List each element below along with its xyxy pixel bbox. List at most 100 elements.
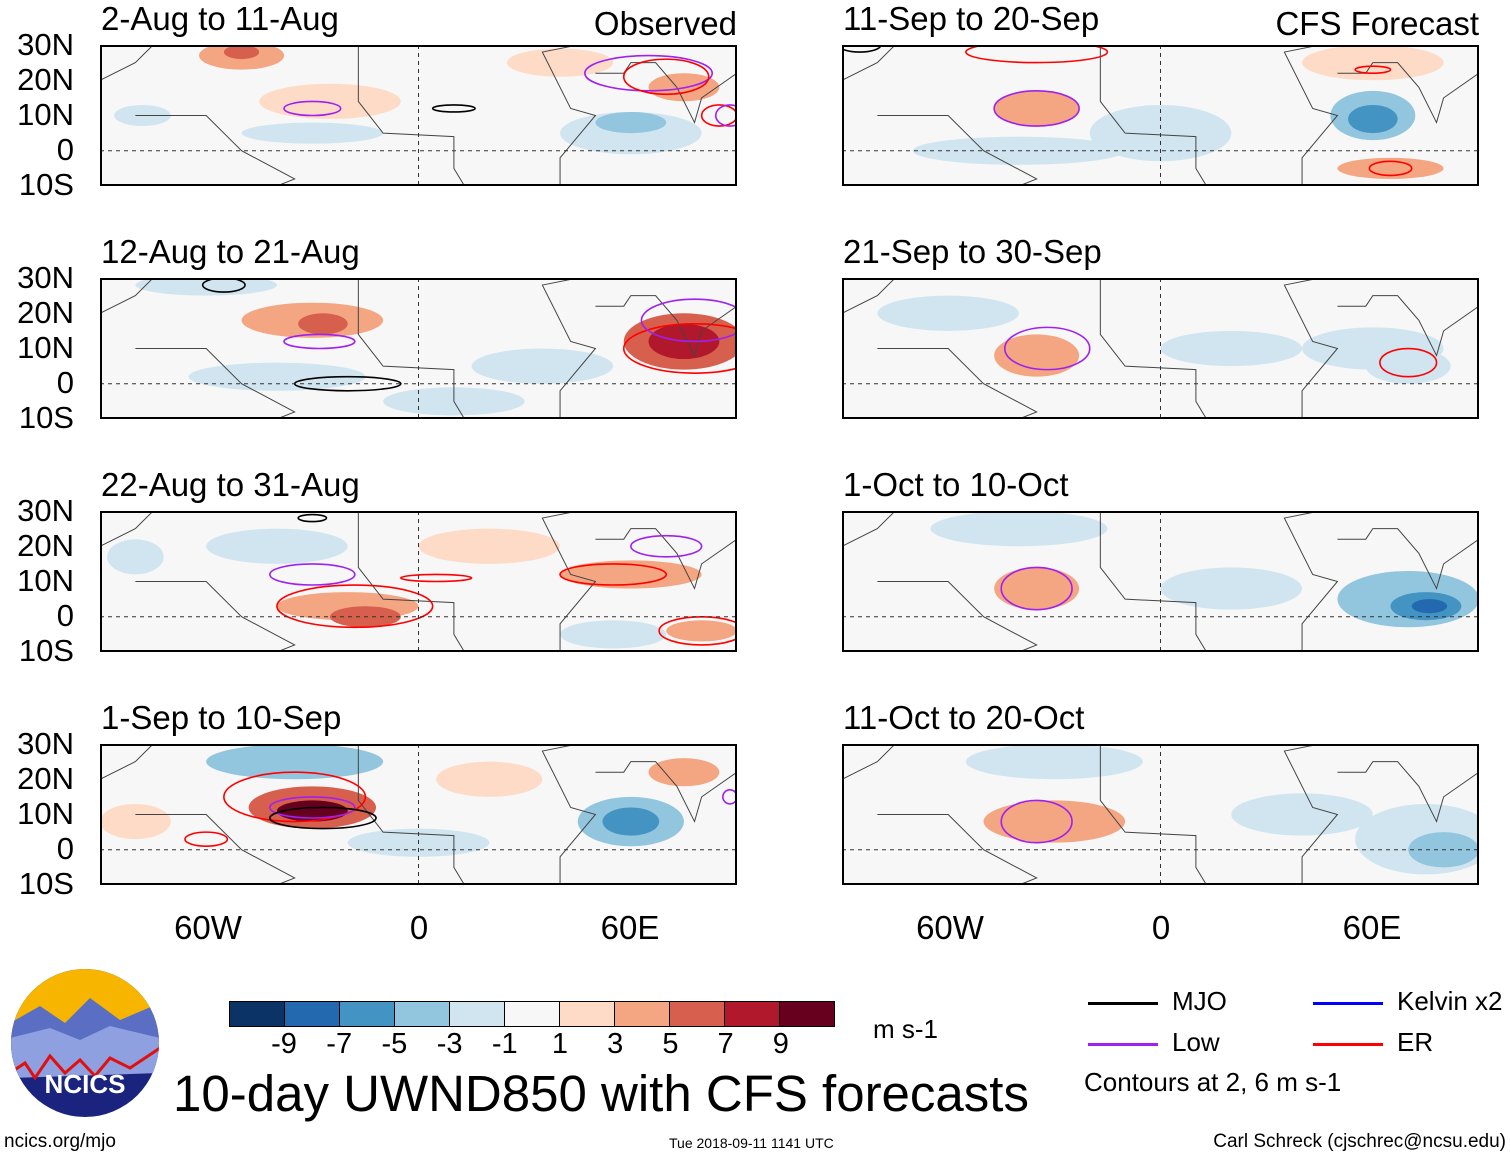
er-contour — [184, 831, 229, 848]
wind-anomaly-region — [602, 807, 660, 836]
logo-text: NCICS — [45, 1069, 126, 1099]
er-contour — [276, 584, 434, 629]
lon-tick-label: 0 — [1151, 909, 1171, 946]
coastline — [100, 511, 154, 547]
map-panel — [842, 744, 1479, 885]
panel-title: 11-Oct to 20-Oct — [843, 699, 1085, 736]
wind-anomaly-region — [666, 620, 737, 642]
panel-title: 12-Aug to 21-Aug — [101, 233, 360, 270]
lat-tick-label: 20N — [17, 761, 74, 796]
low-contour — [283, 333, 356, 350]
timestamp: Tue 2018-09-11 1141 UTC — [669, 1135, 834, 1151]
coastline — [1099, 744, 1207, 885]
colorbar-tick-label: 1 — [551, 1028, 569, 1060]
lat-tick-label: 0 — [56, 831, 74, 866]
lon-tick-label: 0 — [409, 909, 429, 946]
colorbar-tick-label: -1 — [491, 1028, 518, 1060]
lat-tick-label: 0 — [56, 132, 74, 167]
wind-anomaly-region — [1411, 599, 1448, 614]
mjo-contour — [297, 513, 328, 523]
wind-anomaly-region — [276, 800, 348, 822]
colorbar-swatch — [395, 1002, 450, 1026]
legend-swatch-er — [1313, 1043, 1383, 1046]
wind-anomaly-region — [241, 122, 384, 144]
wind-anomaly-region — [1231, 793, 1373, 836]
colorbar-tick-label: 9 — [772, 1028, 789, 1060]
colorbar-tick-label: 3 — [607, 1028, 624, 1060]
wind-anomaly-region — [436, 761, 543, 797]
site-link[interactable]: ncics.org/mjo — [4, 1131, 116, 1152]
colorbar-tick-label: 7 — [717, 1028, 734, 1060]
mjo-contour — [842, 45, 882, 53]
coastline — [842, 744, 896, 780]
lat-tick-label: 10S — [18, 400, 74, 435]
low-contour — [1000, 566, 1073, 611]
forecast-label: CFS Forecast — [1275, 5, 1479, 42]
coastline — [135, 115, 296, 186]
colorbar-swatch — [670, 1002, 725, 1026]
lat-tick-label: 10N — [17, 796, 74, 831]
coastline — [1283, 511, 1339, 652]
low-contour — [1003, 326, 1091, 371]
panel-title: 21-Sep to 30-Sep — [843, 233, 1102, 270]
colorbar-swatch — [230, 1002, 285, 1026]
colorbar-tick-label: -9 — [271, 1028, 297, 1060]
lat-tick-label: 10S — [18, 866, 74, 901]
observed-label: Observed — [593, 5, 737, 42]
coastline — [595, 761, 737, 823]
coastline — [1283, 278, 1339, 419]
low-contour — [722, 789, 737, 805]
legend-label: Kelvin x2 — [1397, 986, 1503, 1016]
low-contour — [269, 796, 356, 819]
wind-anomaly-region — [1011, 341, 1062, 370]
map-frame — [100, 744, 737, 885]
low-contour — [993, 90, 1080, 127]
coastline — [357, 278, 465, 419]
coastline — [1283, 45, 1339, 186]
legend-swatch-mjo — [1088, 1002, 1158, 1005]
figure-title: 10-day UWND850 with CFS forecasts — [173, 1065, 1029, 1122]
ncics-logo: NCICS — [10, 968, 160, 1123]
er-contour — [700, 104, 737, 127]
coastline — [541, 45, 597, 186]
er-contour — [622, 323, 737, 374]
coastline — [135, 581, 296, 652]
coastline — [1337, 295, 1479, 357]
coastline — [1099, 278, 1207, 419]
wind-anomaly-region — [1160, 567, 1303, 610]
lat-tick-label: 20N — [17, 62, 74, 97]
coastline — [877, 814, 1038, 885]
colorbar-swatch — [560, 1002, 615, 1026]
coastline — [541, 744, 597, 885]
coastline — [357, 45, 465, 186]
legend-swatch-kelvin — [1313, 1002, 1383, 1005]
colorbar-swatch — [615, 1002, 670, 1026]
map-frame — [100, 278, 737, 419]
coastline — [1283, 744, 1339, 885]
lat-tick-label: 10N — [17, 330, 74, 365]
coastline — [842, 278, 896, 314]
coastline — [1337, 761, 1479, 823]
coastline — [842, 511, 896, 547]
colorbar-swatch — [285, 1002, 340, 1026]
coastline — [357, 744, 465, 885]
wind-anomaly-region — [965, 744, 1143, 780]
low-contour — [584, 54, 714, 92]
legend-label: ER — [1397, 1027, 1434, 1057]
coastline — [541, 278, 597, 419]
er-contour — [1379, 347, 1438, 378]
map-panel — [842, 511, 1479, 652]
er-contour — [399, 573, 473, 583]
coastline — [135, 348, 296, 419]
coastline — [100, 45, 154, 81]
er-contour — [1368, 160, 1413, 177]
map-panel — [842, 278, 1479, 419]
lat-tick-label: 20N — [17, 295, 74, 330]
low-contour — [714, 104, 737, 127]
low-contour — [1000, 799, 1073, 844]
map-frame — [842, 744, 1479, 885]
colorbar — [229, 1001, 835, 1027]
coastline — [842, 45, 896, 81]
wind-anomaly-region — [298, 313, 348, 335]
wind-anomaly-region — [930, 511, 1108, 547]
